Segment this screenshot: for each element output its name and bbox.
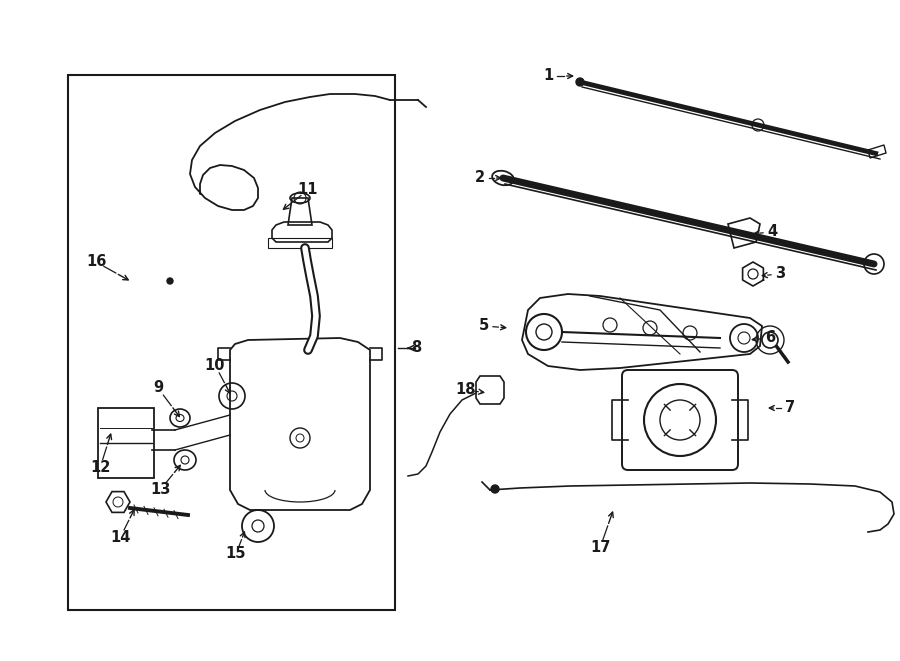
FancyBboxPatch shape bbox=[622, 370, 738, 470]
Text: 5: 5 bbox=[479, 319, 489, 334]
Text: 7: 7 bbox=[785, 401, 795, 416]
Text: 6: 6 bbox=[765, 330, 775, 346]
Text: 15: 15 bbox=[226, 547, 247, 561]
Text: 17: 17 bbox=[590, 541, 610, 555]
Text: 3: 3 bbox=[775, 266, 785, 282]
Circle shape bbox=[167, 278, 173, 284]
Text: 18: 18 bbox=[455, 383, 476, 397]
Text: 16: 16 bbox=[86, 254, 106, 270]
Text: 4: 4 bbox=[767, 225, 777, 239]
Text: 14: 14 bbox=[110, 531, 130, 545]
Text: 11: 11 bbox=[298, 182, 319, 198]
Text: 2: 2 bbox=[475, 171, 485, 186]
Circle shape bbox=[576, 78, 584, 86]
Text: 8: 8 bbox=[411, 340, 421, 356]
Text: 1: 1 bbox=[543, 69, 553, 83]
Text: 9: 9 bbox=[153, 381, 163, 395]
Bar bbox=[68, 75, 395, 610]
Text: 12: 12 bbox=[90, 461, 110, 475]
Text: 13: 13 bbox=[149, 483, 170, 498]
FancyBboxPatch shape bbox=[98, 408, 154, 478]
Circle shape bbox=[491, 485, 499, 493]
Text: 10: 10 bbox=[205, 358, 225, 373]
